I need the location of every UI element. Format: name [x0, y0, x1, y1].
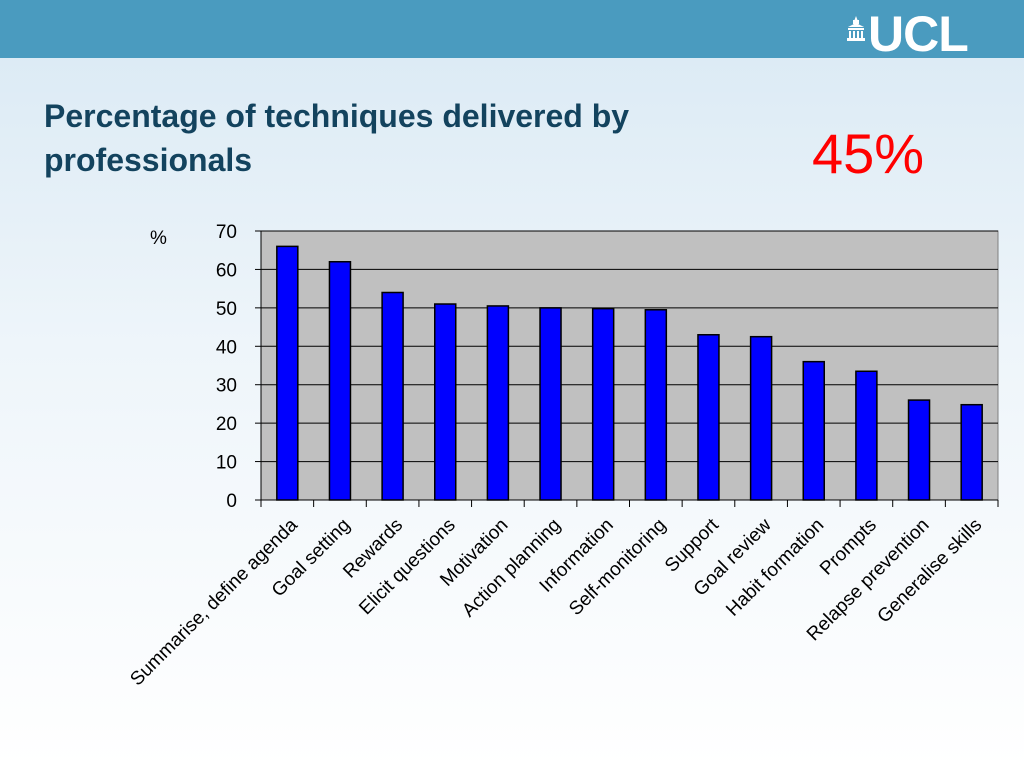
bar	[539, 307, 562, 501]
y-tick-label: 10	[216, 453, 237, 474]
logo-text: UCL	[868, 6, 969, 62]
x-tick-label: Self-monitoring	[565, 515, 670, 620]
x-tick-label: Habit formation	[722, 515, 828, 621]
bar	[802, 360, 825, 501]
bar	[434, 303, 457, 501]
y-tick-label: 20	[216, 414, 237, 435]
portico-icon	[847, 16, 865, 41]
headline-stat: 45%	[812, 122, 925, 185]
y-axis-label: %	[150, 228, 167, 249]
bar	[749, 335, 773, 501]
bar	[697, 334, 720, 501]
y-tick-label: 50	[216, 299, 237, 320]
bar	[276, 245, 299, 501]
slide-title: Percentage of techniques delivered by pr…	[44, 98, 630, 178]
plot-area	[260, 230, 999, 501]
bar	[855, 370, 878, 501]
bar	[907, 399, 931, 501]
bar	[381, 291, 404, 501]
header-bar: UCL	[0, 0, 1024, 62]
bar	[328, 260, 352, 501]
y-tick-label: 70	[216, 222, 237, 243]
x-tick-label: Summarise, define agenda	[126, 514, 302, 690]
bar	[591, 307, 615, 501]
bar	[960, 403, 983, 501]
y-tick-label: 30	[216, 376, 237, 397]
y-tick-label: 0	[226, 491, 237, 512]
bar	[644, 309, 668, 501]
bar	[486, 305, 510, 501]
y-tick-label: 40	[216, 337, 237, 358]
y-tick-label: 60	[216, 260, 237, 281]
ucl-logo: UCL	[846, 6, 969, 62]
